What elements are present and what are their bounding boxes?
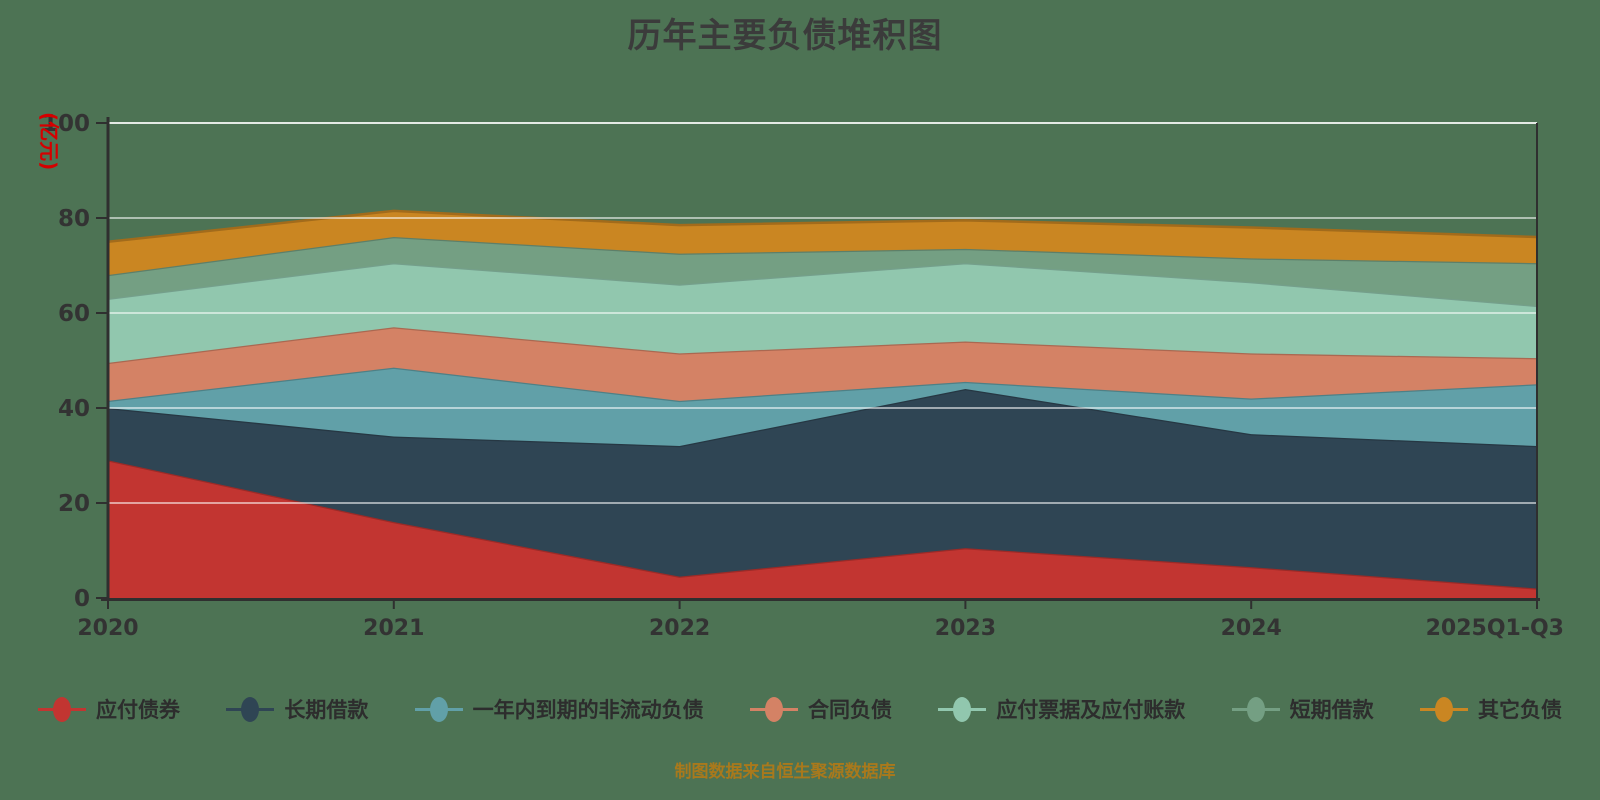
legend-label: 应付债券 xyxy=(96,698,180,722)
y-tick-label: 0 xyxy=(74,586,90,612)
y-tick-label: 40 xyxy=(58,396,90,422)
legend-marker-icon xyxy=(938,695,987,723)
legend-item-0[interactable]: 应付债券 xyxy=(38,694,180,724)
legend-dot-icon xyxy=(764,697,783,722)
legend-dot-icon xyxy=(429,697,448,722)
x-tick-label: 2020 xyxy=(77,616,138,641)
legend-marker-icon xyxy=(1419,695,1468,723)
y-tick-label: 100 xyxy=(42,111,90,137)
legend-dot-icon xyxy=(241,697,260,722)
legend-label: 一年内到期的非流动负债 xyxy=(472,698,704,722)
legend-item-3[interactable]: 合同负债 xyxy=(749,694,892,724)
x-tick-label: 2024 xyxy=(1221,616,1282,641)
chart-title: 历年主要负债堆积图 xyxy=(627,16,943,56)
legend-item-5[interactable]: 短期借款 xyxy=(1231,694,1374,724)
legend-dot-icon xyxy=(1434,697,1453,722)
legend-marker-icon xyxy=(749,695,798,723)
legend-item-2[interactable]: 一年内到期的非流动负债 xyxy=(414,694,704,724)
legend-label: 应付票据及应付账款 xyxy=(996,698,1186,722)
legend-label: 长期借款 xyxy=(284,698,369,722)
legend-item-6[interactable]: 其它负债 xyxy=(1419,694,1562,724)
y-tick-label: 60 xyxy=(58,301,90,327)
area-series-5 xyxy=(108,237,1537,306)
source-note: 制图数据来自恒生聚源数据库 xyxy=(674,762,896,782)
area-series-2 xyxy=(108,367,1537,446)
y-tick-label: 80 xyxy=(58,206,90,232)
x-tick-label: 2025Q1-Q3 xyxy=(1426,616,1564,641)
x-tick-label: 2021 xyxy=(363,616,424,641)
area-series-1 xyxy=(108,389,1537,589)
legend-dot-icon xyxy=(53,697,71,722)
legend-label: 短期借款 xyxy=(1289,698,1374,722)
legend-label: 合同负债 xyxy=(807,698,892,722)
x-tick-label: 2023 xyxy=(935,616,996,641)
legend-dot-icon xyxy=(1246,697,1265,722)
y-axis-unit-label: (亿元) xyxy=(37,112,61,170)
legend-marker-icon xyxy=(414,695,463,723)
area-series-3 xyxy=(108,327,1537,401)
legend: 应付债券 长期借款 一年内到期的非流动负债 合同负债 应付票据及应付账款 短期借款 其它负债 xyxy=(0,694,1600,724)
legend-marker-icon xyxy=(1231,695,1280,723)
legend-marker-icon xyxy=(226,695,275,723)
legend-dot-icon xyxy=(953,697,972,722)
x-tick-label: 2022 xyxy=(649,616,710,641)
series-top-line-6 xyxy=(107,209,1538,243)
legend-marker-icon xyxy=(38,695,86,723)
legend-label: 其它负债 xyxy=(1477,698,1562,722)
legend-item-4[interactable]: 应付票据及应付账款 xyxy=(938,694,1185,724)
y-tick-label: 20 xyxy=(58,491,90,517)
legend-item-1[interactable]: 长期借款 xyxy=(226,694,368,724)
